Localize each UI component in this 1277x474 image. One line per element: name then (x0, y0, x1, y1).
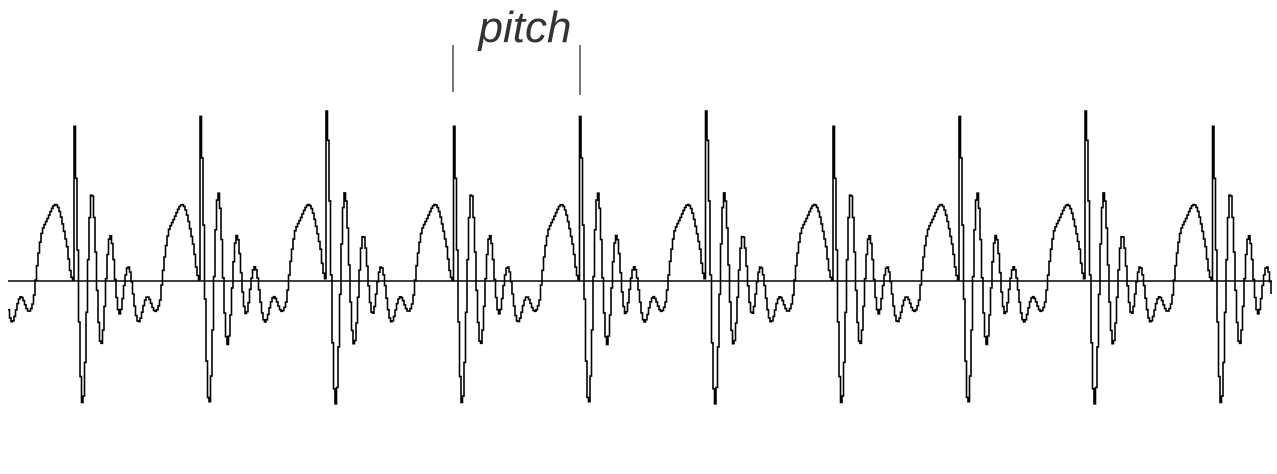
waveform-line (8, 110, 1272, 405)
pitch-label: pitch (477, 3, 572, 52)
